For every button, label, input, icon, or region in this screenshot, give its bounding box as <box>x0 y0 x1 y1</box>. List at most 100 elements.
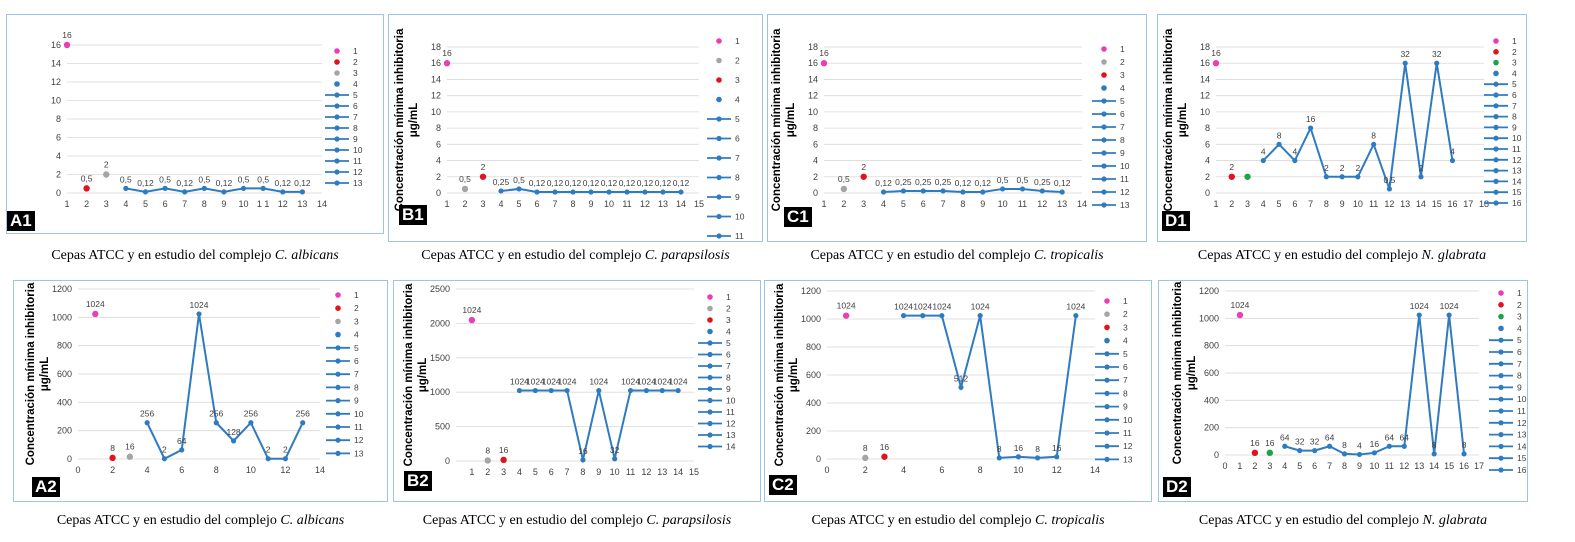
x-tick-label: 12 <box>641 467 651 477</box>
data-label: 0,12 <box>547 178 564 188</box>
line-point <box>1276 141 1282 147</box>
legend-label: 12 <box>1123 441 1133 451</box>
line-point <box>300 420 306 426</box>
y-axis-label: Concentración mínima inhibitoria μg/mL <box>394 28 420 211</box>
x-tick-label: 7 <box>552 199 557 209</box>
legend-label: 9 <box>735 192 740 202</box>
x-tick-label: 6 <box>1312 461 1317 471</box>
caption-text: Cepas ATCC y en estudio del complejo <box>810 248 1035 263</box>
point-red <box>1251 449 1259 457</box>
legend-marker <box>1498 373 1504 379</box>
legend-marker <box>1101 85 1107 91</box>
line-point <box>940 188 946 194</box>
legend-marker <box>707 374 713 381</box>
chart-panel-d2: 0 200 400 600 800 1000 1200 0 1 2 3 4 5 6 7 8 9 10 11 12 13 1… <box>1158 280 1528 502</box>
line-point <box>1073 313 1079 319</box>
x-tick-label: 4 <box>1261 199 1266 209</box>
x-tick-label: 8 <box>214 465 219 475</box>
legend-label: 16 <box>1512 198 1522 208</box>
data-label: 0,25 <box>915 177 932 187</box>
x-tick-label: 14 <box>1416 199 1426 209</box>
legend-label: 11 <box>735 231 744 241</box>
legend-marker <box>1498 349 1504 355</box>
legend-label: 9 <box>726 384 731 394</box>
x-tick-label: 5 <box>516 199 521 209</box>
line-point <box>939 313 945 319</box>
y-tick-label: 4 <box>1205 156 1210 166</box>
x-tick-label: 16 <box>1447 199 1457 209</box>
x-tick-label: 10 <box>1369 461 1379 471</box>
data-label: 16 <box>819 48 829 58</box>
legend-label: 1 <box>354 290 359 300</box>
y-tick-label: 14 <box>51 59 61 69</box>
x-tick-label: 5 <box>533 467 538 477</box>
x-tick-label: 3 <box>1267 461 1272 471</box>
x-tick-label: 13 <box>657 467 667 477</box>
y-tick-label: 2 <box>56 170 61 180</box>
legend-label: 10 <box>726 396 736 406</box>
panel-id-badge: D1 <box>1162 211 1190 231</box>
x-tick-label: 1 <box>469 467 474 477</box>
legend-label: 2 <box>354 303 359 313</box>
line-point <box>660 189 666 195</box>
x-tick-label: 15 <box>689 467 699 477</box>
legend-marker <box>1498 337 1504 343</box>
x-tick-label: 6 <box>939 465 944 475</box>
data-label: 16 <box>1211 48 1221 58</box>
data-label: 8 <box>110 443 115 453</box>
legend-label: 10 <box>1120 161 1130 171</box>
line-point <box>498 188 504 194</box>
x-tick-label: 13 <box>297 199 307 209</box>
legend-label: 12 <box>1517 418 1527 428</box>
data-label: 16 <box>1250 438 1260 448</box>
legend-marker <box>716 116 722 122</box>
legend-marker <box>1101 98 1107 104</box>
legend-marker <box>707 409 713 415</box>
line-point <box>1356 451 1363 458</box>
legend-label: 6 <box>1512 90 1517 100</box>
legend-label: 6 <box>1120 109 1125 119</box>
data-label: 0,5 <box>257 174 269 184</box>
legend-marker <box>334 59 340 65</box>
data-label: 0,5 <box>459 174 471 184</box>
panel-id-badge: B1 <box>399 205 427 225</box>
caption-species: C. albicans <box>274 248 339 263</box>
legend-marker <box>716 57 722 64</box>
caption-text: Cepas ATCC y en estudio del complejo <box>56 513 281 528</box>
x-tick-label: 14 <box>673 467 683 477</box>
legend-marker <box>1498 467 1504 473</box>
x-tick-label: 8 <box>1324 199 1329 209</box>
data-label: 2 <box>1229 162 1234 172</box>
legend-label: 2 <box>1123 309 1128 319</box>
y-tick-label: 400 <box>1204 395 1219 405</box>
caption-species: C. albicans <box>280 513 345 528</box>
series-line <box>146 313 304 461</box>
line-point <box>280 189 286 195</box>
line-point <box>1282 443 1288 449</box>
data-label: 1024 <box>621 377 640 387</box>
caption-d2: Cepas ATCC y en estudio del complejo N. … <box>1158 513 1528 529</box>
y-tick-label: 800 <box>1204 341 1219 351</box>
x-tick-label: 6 <box>179 465 184 475</box>
y-axis-label-line1: Concentración mínima inhibitoria <box>25 282 37 465</box>
data-label: 0,25 <box>895 177 912 187</box>
y-tick-label: 600 <box>806 370 821 380</box>
legend-label: 5 <box>1123 349 1128 359</box>
data-label: 0,5 <box>120 174 132 184</box>
legend-label: 9 <box>1120 148 1125 158</box>
line-point <box>1326 443 1333 449</box>
series-line <box>519 389 679 461</box>
legend-label: 9 <box>354 396 359 406</box>
legend-label: 3 <box>735 75 740 85</box>
legend-marker <box>1104 351 1110 357</box>
data-label: 16 <box>442 48 452 58</box>
data-label: 64 <box>1325 432 1335 442</box>
x-tick-label: 2 <box>1229 199 1234 209</box>
line-point <box>260 185 266 191</box>
legend-label: 4 <box>726 327 731 337</box>
line-point <box>580 457 586 463</box>
line-point <box>920 313 926 319</box>
